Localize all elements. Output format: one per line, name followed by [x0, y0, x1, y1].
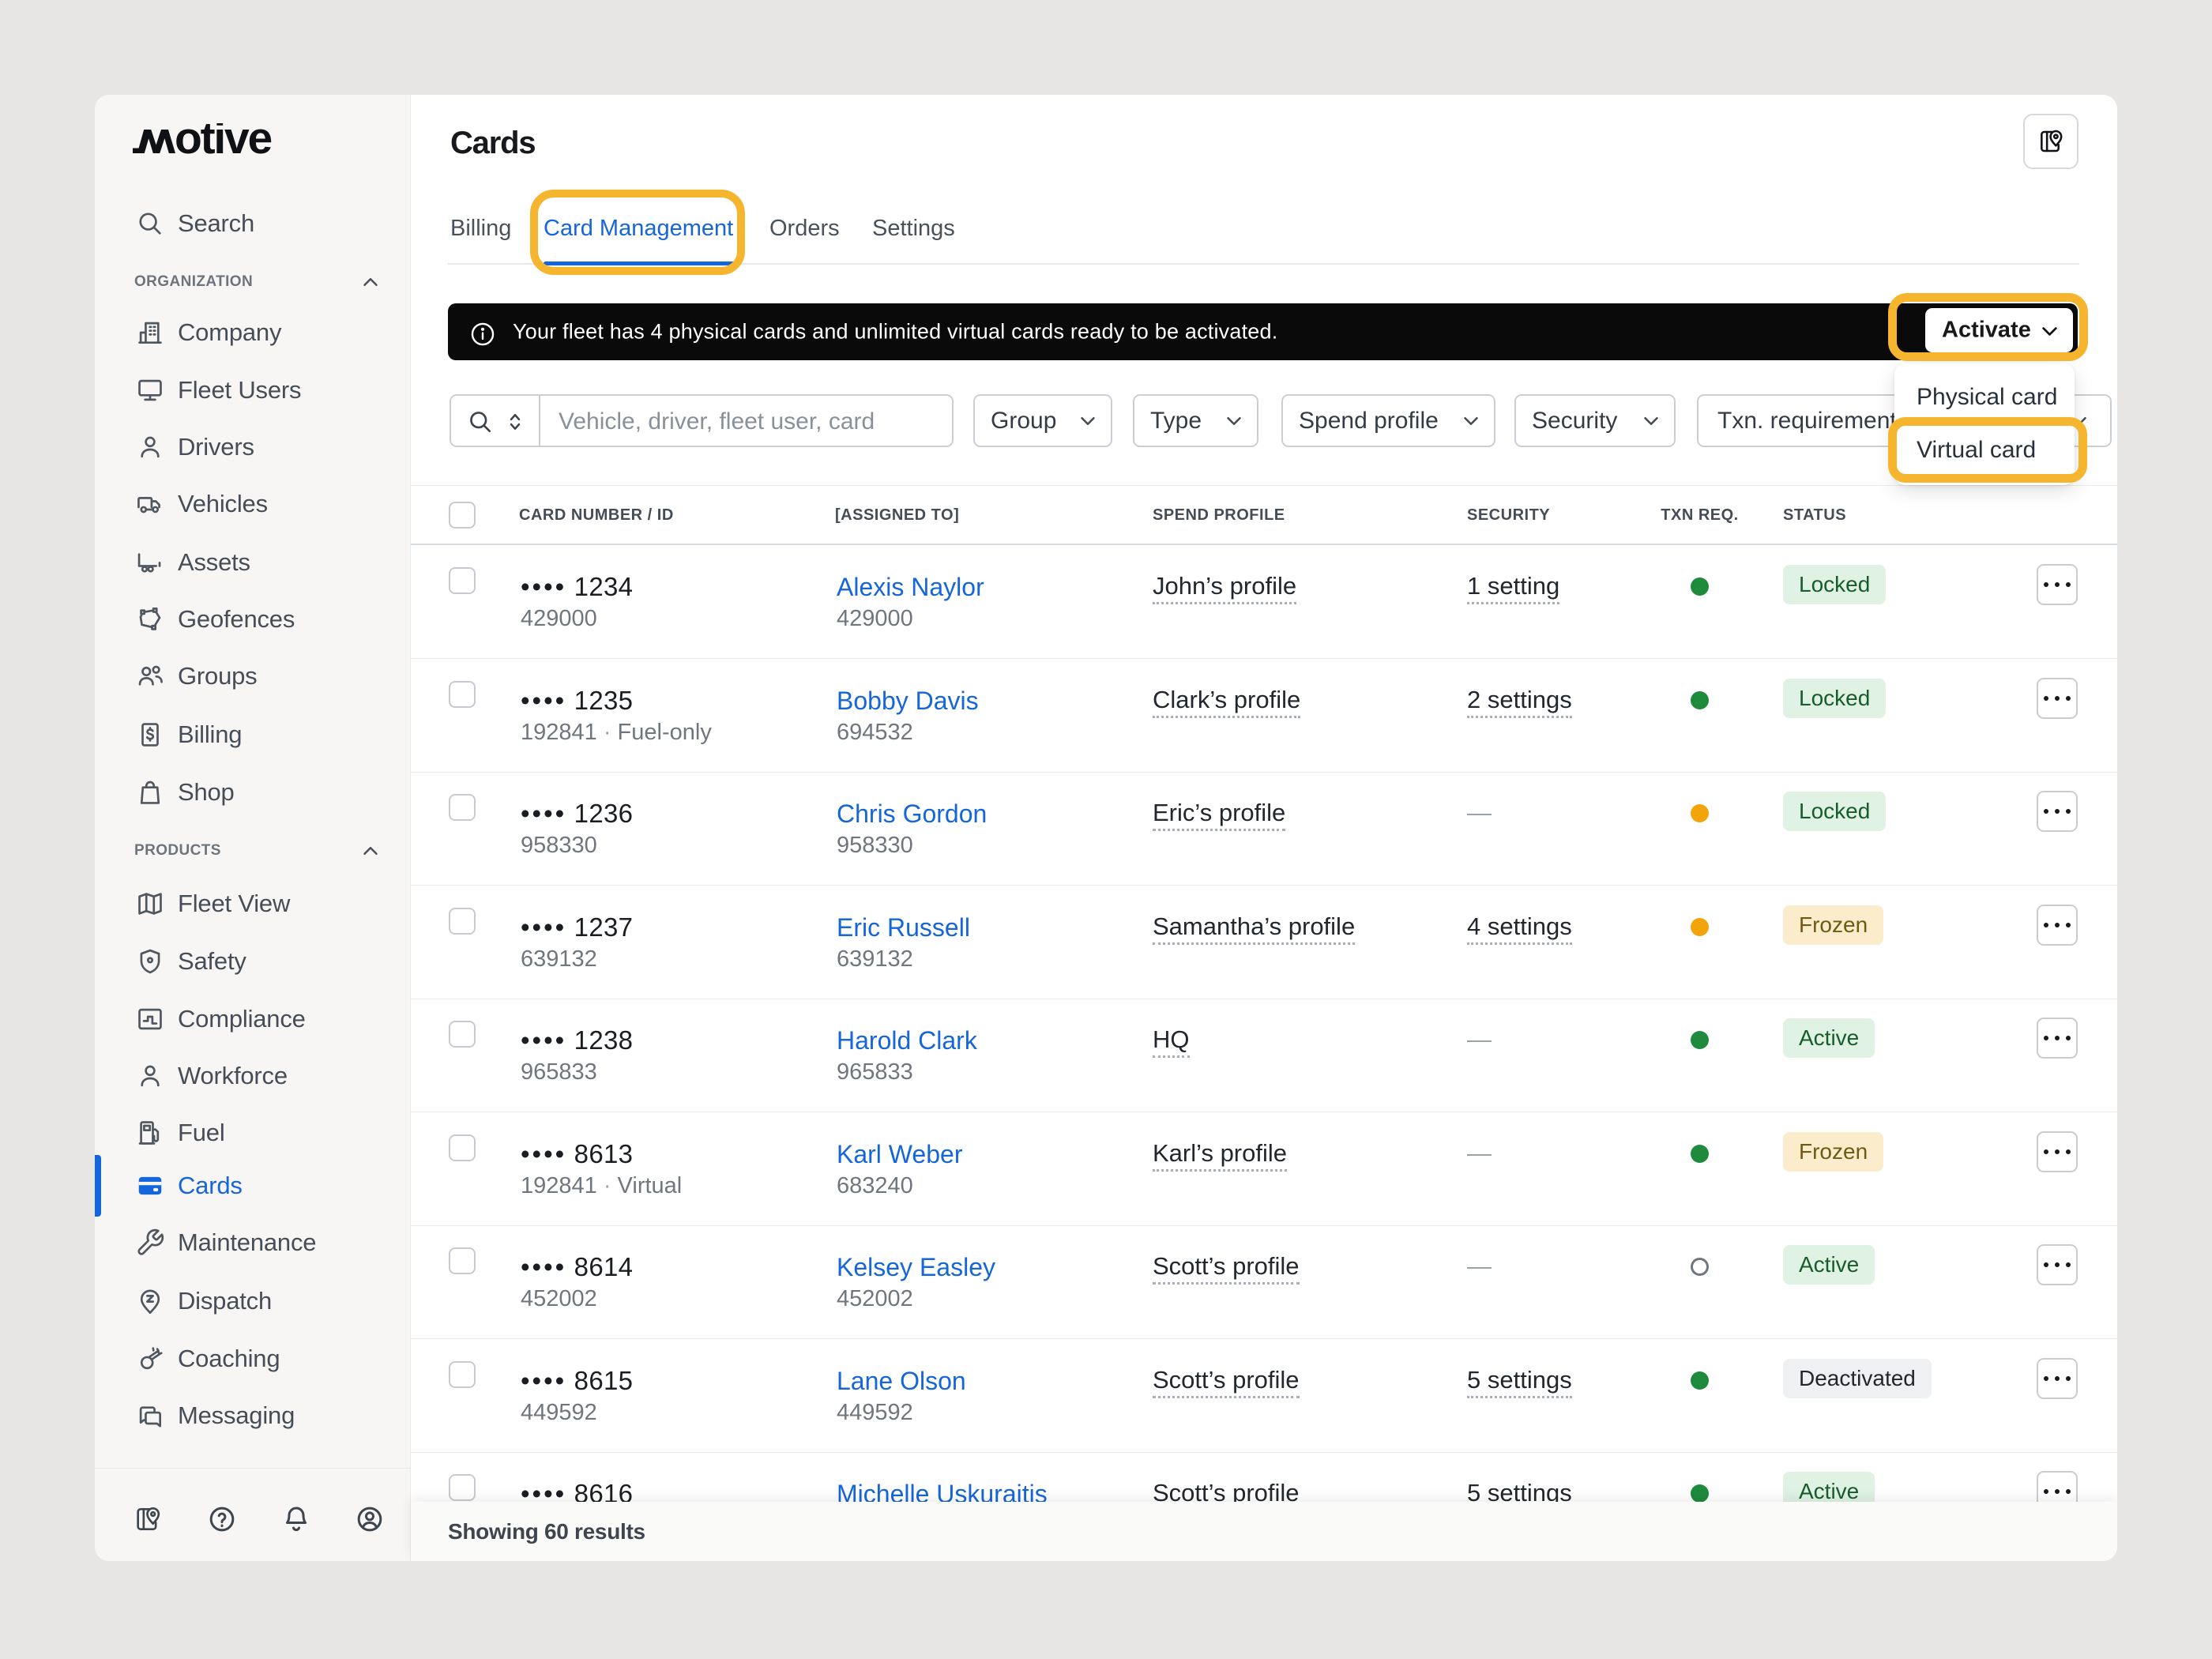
svg-text:otive: otive [175, 123, 272, 160]
